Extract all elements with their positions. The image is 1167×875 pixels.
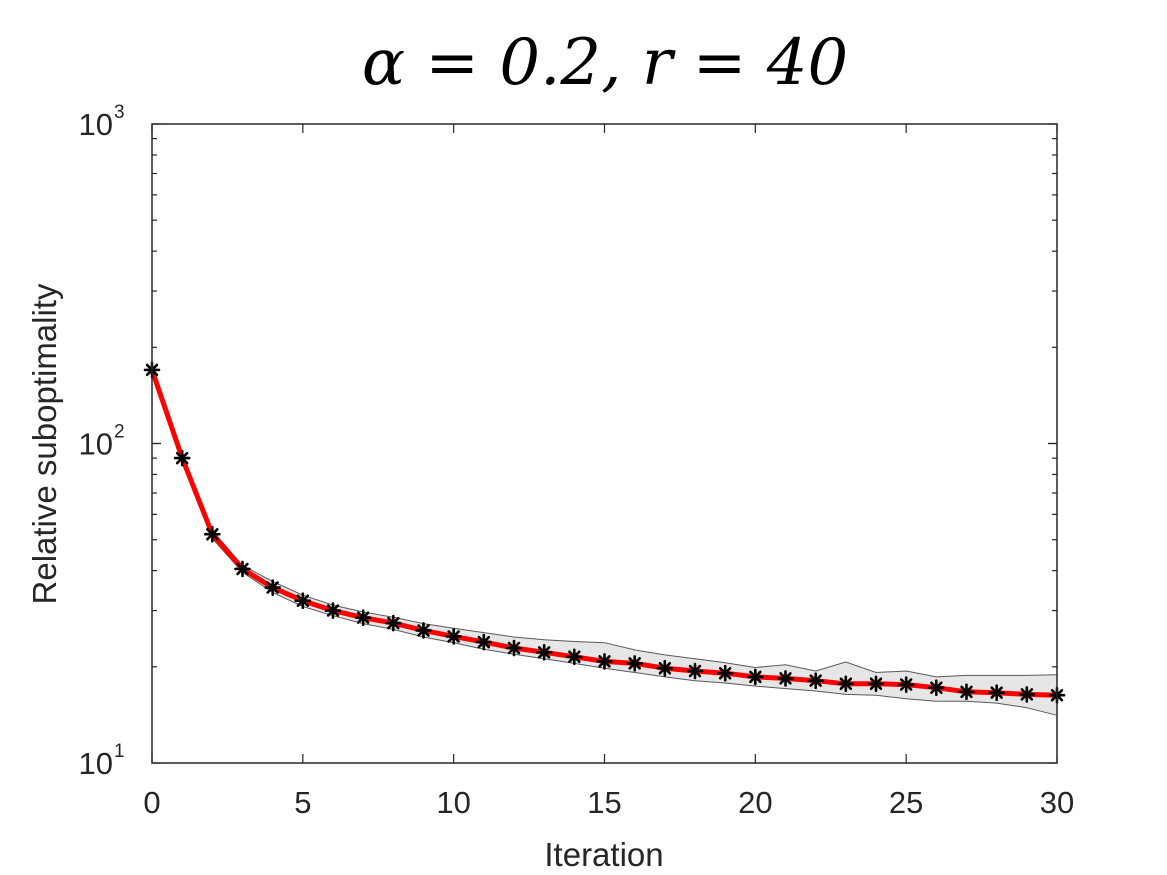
data-point-marker	[354, 609, 372, 627]
data-point-marker	[565, 648, 583, 666]
data-point-marker	[596, 653, 613, 670]
data-point-marker	[1018, 686, 1036, 703]
x-tick-label: 0	[143, 785, 160, 820]
data-point-marker	[264, 579, 282, 596]
y-tick-base: 10	[79, 427, 113, 462]
data-point-marker	[324, 602, 342, 619]
data-point-marker	[807, 672, 825, 690]
y-tick-label: 10 3	[79, 102, 125, 142]
data-point-marker	[384, 614, 402, 632]
y-tick-exponent: 1	[114, 741, 125, 762]
x-tick-labels: 0 5 10 15 20 25 30	[143, 785, 1074, 820]
data-point-marker	[656, 659, 674, 677]
x-tick-label: 10	[436, 785, 470, 820]
data-point-marker	[837, 675, 855, 693]
data-point-marker	[445, 628, 463, 645]
data-point-marker	[777, 670, 794, 687]
y-tick-label: 10 1	[79, 741, 125, 781]
marker-layer	[143, 361, 1066, 704]
data-point-marker	[475, 633, 493, 651]
x-tick-label: 25	[889, 785, 923, 820]
x-tick-label: 15	[587, 785, 621, 820]
chart-title: α = 0.2, r = 40	[362, 26, 848, 100]
x-tick-label: 5	[294, 785, 311, 820]
data-point-marker	[867, 675, 885, 693]
data-point-marker	[505, 639, 523, 657]
y-tick-exponent: 3	[114, 102, 125, 123]
data-point-marker	[535, 643, 553, 661]
tick-layer	[151, 123, 1058, 764]
data-point-marker	[927, 679, 945, 697]
x-tick-label: 20	[738, 785, 772, 820]
data-point-marker	[415, 622, 432, 639]
confidence-band	[152, 368, 1057, 716]
x-tick-label: 30	[1040, 785, 1074, 820]
data-point-marker	[958, 683, 975, 701]
y-tick-base: 10	[79, 107, 113, 142]
data-point-marker	[173, 449, 191, 467]
data-point-marker	[294, 592, 312, 610]
data-point-marker	[686, 662, 704, 680]
band-upper-edge	[151, 368, 1058, 678]
y-axis-label: Relative suboptimality	[26, 283, 63, 604]
y-tick-base: 10	[79, 746, 113, 781]
data-point-marker	[897, 676, 915, 693]
data-point-marker	[626, 655, 644, 672]
y-tick-exponent: 2	[114, 422, 125, 443]
x-axis-label: Iteration	[544, 836, 663, 873]
y-tick-label: 10 2	[79, 422, 125, 462]
data-point-marker	[988, 684, 1006, 702]
data-point-marker	[204, 525, 221, 543]
data-point-marker	[234, 560, 251, 578]
data-point-marker	[716, 664, 734, 682]
data-point-marker	[746, 668, 764, 686]
